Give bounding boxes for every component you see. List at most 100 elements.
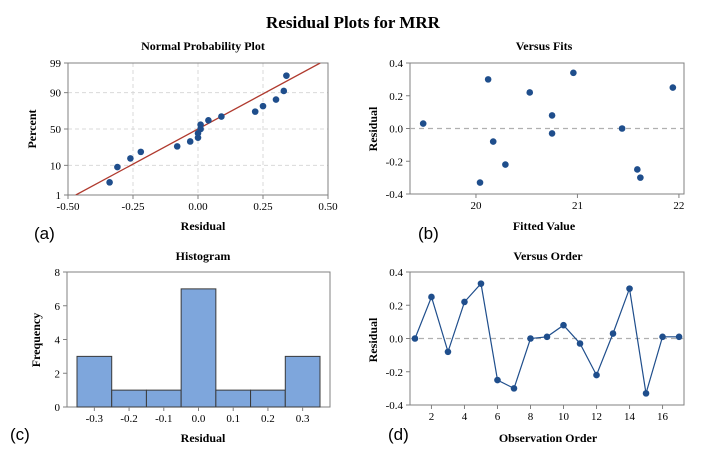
npp-y-tick-label: 10 — [50, 160, 62, 172]
order-point — [642, 390, 650, 397]
order-y-tick-label: -0.4 — [386, 400, 404, 412]
npp-point — [137, 148, 145, 156]
fits-title: Versus Fits — [516, 39, 573, 53]
fits-x-tick-label: 20 — [470, 200, 482, 212]
npp-point — [251, 108, 259, 115]
fits-point — [489, 138, 497, 145]
fits-y-tick-label: -0.4 — [386, 189, 404, 201]
fits-x-tick-label: 22 — [673, 200, 684, 212]
npp-point — [197, 121, 204, 129]
hist-y-tick-label: 4 — [55, 335, 61, 347]
fits-ylabel: Residual — [366, 106, 380, 151]
fits-point — [502, 161, 509, 168]
order-point — [659, 333, 666, 341]
hist-bar — [180, 288, 217, 408]
order-x-tick-label: 12 — [591, 411, 602, 423]
order-point — [675, 333, 683, 341]
hist-x-tick-label: 0.2 — [261, 413, 275, 425]
fits-xlabel: Fitted Value — [513, 219, 576, 233]
hist-x-tick-label: -0.2 — [120, 413, 137, 425]
fits-x-tick-label: 21 — [572, 200, 583, 212]
order-x-tick-label: 14 — [624, 411, 636, 423]
fits-point — [476, 179, 484, 186]
npp-point — [205, 117, 212, 124]
fits-point — [548, 112, 556, 119]
order-xlabel: Observation Order — [499, 431, 598, 445]
order-point — [576, 340, 584, 347]
fits-y-tick-label: -0.2 — [386, 156, 403, 168]
npp-x-tick-label: 0.50 — [318, 201, 338, 213]
npp-point — [283, 72, 290, 79]
npp-xlabel: Residual — [181, 219, 226, 233]
panel-tag-c: (c) — [10, 425, 30, 444]
order-point — [411, 335, 419, 342]
npp-x-tick-label: -0.50 — [57, 201, 80, 213]
fits-point — [419, 120, 427, 127]
order-point — [510, 385, 518, 392]
versus-fits-plot: Versus Fits Fitted Value Residual 20 21 22… — [366, 39, 685, 233]
hist-x-tick-label: -0.1 — [155, 413, 172, 425]
hist-y-tick-label: 6 — [55, 301, 61, 313]
panel-tag-b: (b) — [418, 224, 439, 243]
npp-x-tick-label: -0.25 — [122, 201, 145, 213]
hist-xlabel: Residual — [181, 431, 226, 445]
npp-point — [280, 87, 288, 95]
versus-order-plot: Versus Order Observation Order Residual … — [366, 249, 685, 445]
histogram-plot: Histogram Residual Frequency -0.3 -0.2 -0.… — [29, 249, 331, 445]
fits-y-tick-label: 0.0 — [389, 124, 403, 136]
npp-point — [106, 179, 113, 186]
hist-x-tick-label: 0.1 — [226, 413, 240, 425]
npp-y-tick-label: 1 — [56, 190, 62, 202]
order-x-tick-label: 16 — [657, 411, 669, 423]
fits-y-tick-label: 0.4 — [389, 58, 403, 70]
fits-point — [618, 125, 626, 132]
order-point — [494, 376, 501, 384]
npp-y-tick-label: 90 — [50, 88, 62, 100]
hist-x-tick-label: -0.3 — [86, 413, 104, 425]
order-x-tick-label: 8 — [528, 411, 534, 423]
hist-bar — [215, 389, 252, 408]
npp-point — [173, 143, 181, 150]
npp-ylabel: Percent — [25, 109, 39, 148]
fits-point — [637, 174, 644, 181]
npp-y-tick-label: 99 — [50, 58, 62, 70]
order-point — [461, 298, 468, 306]
order-point — [609, 330, 617, 337]
order-y-tick-label: 0.0 — [389, 334, 403, 346]
order-x-tick-label: 10 — [558, 411, 570, 423]
hist-bar — [111, 389, 147, 408]
order-point — [428, 293, 435, 301]
fits-point — [669, 84, 677, 91]
order-point — [626, 285, 633, 292]
npp-point — [114, 163, 121, 171]
npp-x-tick-label: 0.25 — [253, 201, 273, 213]
order-point — [560, 321, 567, 329]
npp-point — [218, 113, 225, 120]
panel-tag-d: (d) — [388, 425, 409, 444]
figure-title: Residual Plots for MRR — [266, 13, 441, 32]
panel-tag-a: (a) — [34, 224, 55, 243]
order-point — [527, 335, 534, 342]
order-point — [543, 333, 551, 341]
order-y-tick-label: -0.2 — [386, 367, 403, 379]
fits-point — [634, 166, 641, 173]
fits-point — [484, 76, 492, 83]
hist-ylabel: Frequency — [29, 313, 43, 367]
npp-point — [259, 102, 267, 110]
hist-x-tick-label: 0.3 — [296, 413, 310, 425]
order-title: Versus Order — [513, 249, 583, 263]
npp-point — [272, 96, 280, 103]
fits-point — [570, 69, 577, 77]
order-point — [593, 371, 600, 379]
npp-y-tick-label: 50 — [50, 124, 62, 136]
order-x-tick-label: 6 — [495, 411, 501, 423]
npp-x-tick-label: 0.00 — [188, 201, 208, 213]
fits-y-tick-label: 0.2 — [389, 91, 403, 103]
hist-x-tick-label: 0.0 — [192, 413, 206, 425]
hist-bar — [250, 389, 286, 408]
order-y-tick-label: 0.2 — [389, 300, 403, 312]
order-point — [444, 348, 452, 356]
npp-title: Normal Probability Plot — [141, 39, 265, 53]
order-y-tick-label: 0.4 — [389, 267, 403, 279]
hist-title: Histogram — [176, 249, 231, 263]
